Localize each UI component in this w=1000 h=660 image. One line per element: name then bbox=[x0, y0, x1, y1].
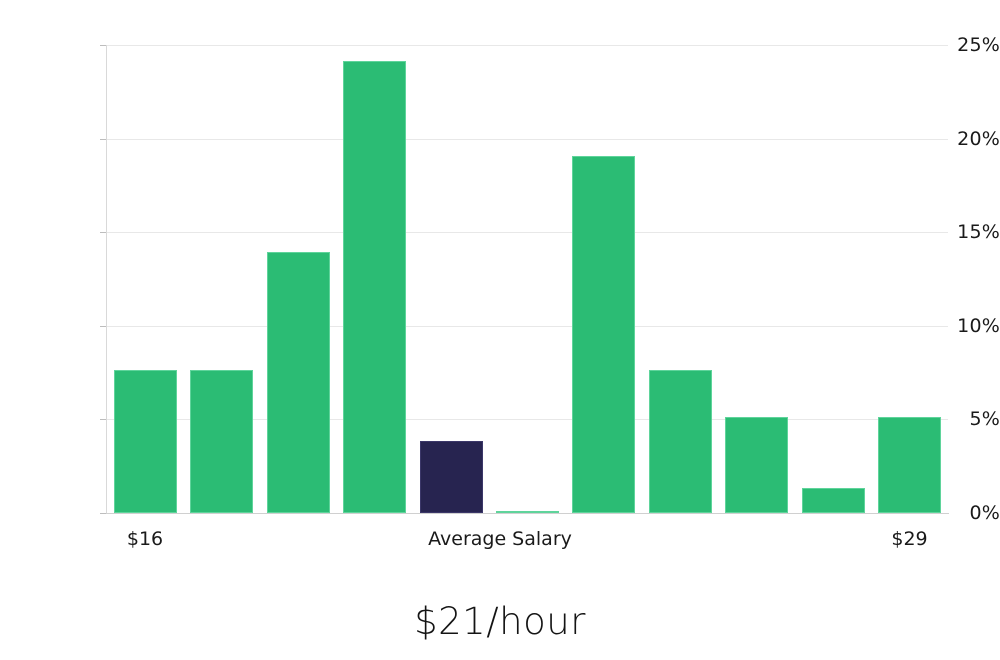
bar[interactable] bbox=[343, 60, 407, 513]
bar[interactable] bbox=[572, 156, 636, 513]
y-axis-tick-label: 10% bbox=[957, 314, 1000, 337]
bar-highlighted[interactable] bbox=[419, 440, 483, 513]
x-axis-line bbox=[106, 513, 949, 514]
y-axis-tick-mark bbox=[100, 325, 106, 327]
bar[interactable] bbox=[801, 487, 865, 513]
gridline bbox=[107, 138, 948, 140]
bar[interactable] bbox=[113, 369, 177, 513]
y-axis-tick-label: 20% bbox=[957, 127, 1000, 150]
gridline bbox=[107, 45, 948, 46]
gridline bbox=[107, 232, 948, 234]
bar[interactable] bbox=[190, 369, 254, 513]
bar[interactable] bbox=[878, 416, 942, 513]
y-axis-tick-mark bbox=[100, 232, 106, 234]
x-axis-label-left: $16 bbox=[126, 528, 164, 550]
gridline bbox=[107, 419, 948, 421]
y-axis-tick-label: 0% bbox=[969, 502, 1000, 524]
y-axis-tick-label: 15% bbox=[957, 221, 1000, 244]
y-axis-tick-label: 25% bbox=[957, 34, 1000, 56]
x-axis-title: Average Salary bbox=[428, 528, 572, 550]
bar[interactable] bbox=[648, 369, 712, 513]
y-axis-line bbox=[106, 45, 107, 514]
y-axis-tick-label: 5% bbox=[969, 408, 1000, 431]
gridline bbox=[107, 325, 948, 327]
y-axis-tick-mark bbox=[100, 45, 106, 46]
chart-caption: $21/hour bbox=[414, 600, 586, 643]
bar[interactable] bbox=[725, 416, 789, 513]
bar[interactable] bbox=[266, 251, 330, 513]
x-axis-label-right: $29 bbox=[891, 528, 928, 550]
y-axis-tick-mark bbox=[100, 419, 106, 421]
y-axis-tick-mark bbox=[100, 513, 106, 514]
bar[interactable] bbox=[495, 511, 560, 513]
plot-area bbox=[107, 45, 948, 514]
y-axis-tick-mark bbox=[100, 138, 106, 140]
